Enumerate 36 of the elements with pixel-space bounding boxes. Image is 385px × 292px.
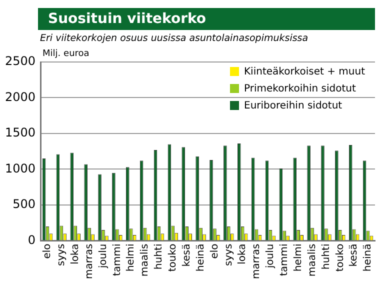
x-tick-label: syys (223, 244, 234, 266)
y-tick-label: 500 (12, 197, 36, 212)
x-tick-label: marras (251, 244, 262, 280)
x-tick-label: tammi (112, 244, 123, 276)
x-tick-label: kesä (348, 244, 360, 267)
x-tick-label: heinä (362, 244, 374, 272)
x-tick-label: helmi (126, 244, 137, 272)
legend-label: Kiinteäkorkoiset + muut (244, 66, 366, 78)
chart-subtitle: Eri viitekorkojen osuus uusissa asuntolainasopimuksissa (40, 33, 310, 44)
x-tick-label: loka (70, 244, 81, 264)
x-tick-label: touko (168, 244, 179, 272)
y-axis-title: Milj. euroa (42, 48, 90, 59)
x-tick-label: huhti (320, 244, 332, 270)
x-tick-label: loka (237, 244, 248, 264)
x-tick-label: syys (56, 244, 68, 266)
y-tick-label: 2000 (4, 90, 36, 104)
x-tick-label: tammi (279, 244, 290, 276)
x-tick-label: marras (84, 244, 95, 280)
legend-label: Euriboreihin sidotut (244, 100, 342, 112)
x-tick-label: kesä (181, 244, 192, 267)
x-tick-label: maalis (140, 244, 151, 277)
x-tick-label: touko (334, 244, 346, 272)
legend-label: Primekorkoihin sidotut (244, 84, 356, 95)
x-tick-label: helmi (292, 244, 304, 272)
y-tick-label: 0 (28, 232, 36, 247)
y-tick-label: 1500 (4, 126, 36, 140)
x-tick-label: joulu (265, 244, 276, 270)
chart-title: Suosituin viitekorko (38, 8, 375, 30)
x-tick-label: joulu (98, 244, 109, 270)
x-tick-label: elo (42, 244, 54, 259)
x-tick-label: maalis (306, 244, 318, 277)
x-tick-label: huhti (154, 244, 165, 270)
x-tick-label: elo (209, 244, 220, 259)
x-tick-label: heinä (195, 244, 206, 272)
y-tick-label: 2500 (4, 54, 36, 68)
y-tick-label: 1000 (4, 161, 36, 176)
